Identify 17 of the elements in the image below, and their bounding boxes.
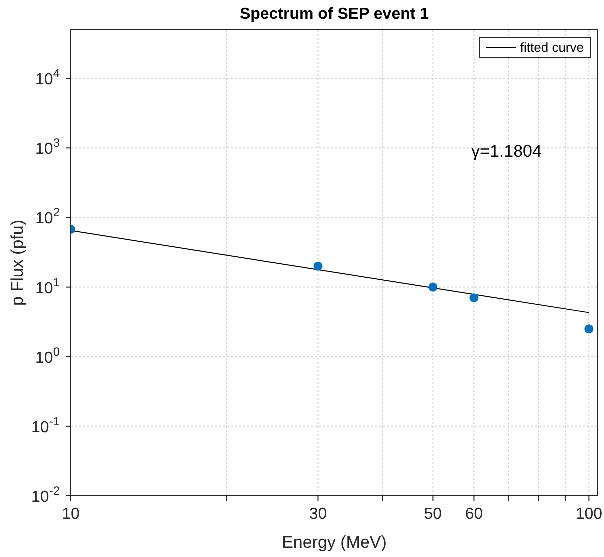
y-tick-label: 10$^{3}$ <box>36 136 60 158</box>
y-tick-label: 10$^{2}$ <box>36 206 60 228</box>
y-tick-label: 10$^{4}$ <box>36 66 60 89</box>
y-tick-label: 10$^{0}$ <box>36 344 60 367</box>
y-tick-label: 10$^{-2}$ <box>32 484 60 506</box>
y-axis-title: p Flux (pfu) <box>8 220 28 306</box>
y-tick-label: 10$^{-1}$ <box>32 414 60 436</box>
x-tick-label: 50 <box>424 506 442 523</box>
legend-label: fitted curve <box>520 40 584 55</box>
x-tick-label: 60 <box>465 506 484 523</box>
x-tick-label: 10 <box>62 506 80 523</box>
y-tick-label: 10$^{1}$ <box>36 275 60 298</box>
x-tick-label: 100 <box>576 506 603 523</box>
annotation: γ=1.1804 <box>472 142 542 162</box>
x-axis-title: Energy (MeV) <box>282 533 387 552</box>
x-tick-label: 30 <box>309 506 328 523</box>
chart-title: Spectrum of SEP event 1 <box>238 6 430 24</box>
